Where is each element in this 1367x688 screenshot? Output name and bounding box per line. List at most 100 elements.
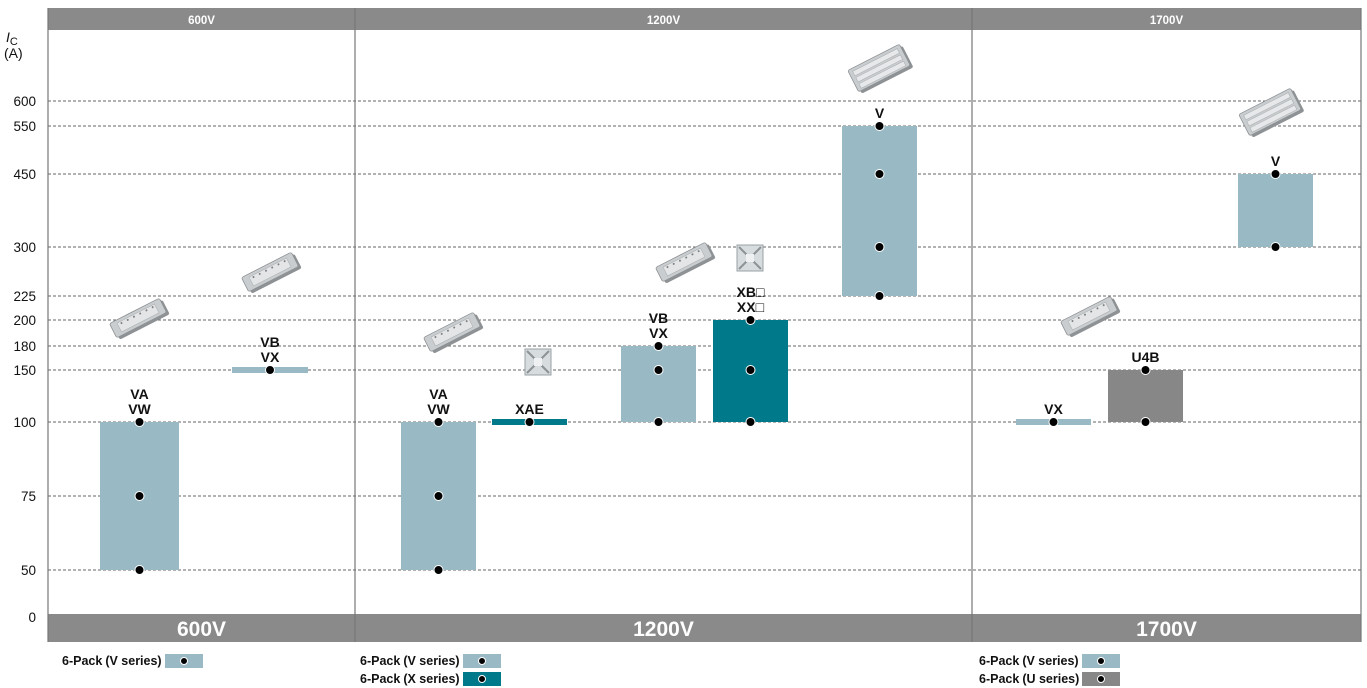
series-label: VX [261,349,280,365]
module-image [1239,87,1305,138]
series-label: VA [429,386,447,402]
series-label: V [875,105,885,121]
legend-dot-icon [478,675,486,683]
y-tick-label: 550 [13,119,36,134]
current-point [875,243,884,252]
legend-600v: 6-Pack (V series) [62,652,203,670]
current-point [1271,170,1280,179]
module-image [848,43,914,94]
current-point [434,418,443,427]
header-voltage-label: 1200V [647,15,681,27]
series-label: U4B [1131,349,1159,365]
legend-label: 6-Pack [979,654,1019,668]
current-point [654,366,663,375]
current-point [875,122,884,131]
header-voltage-label: 600V [188,15,215,27]
current-point [875,292,884,301]
y-tick-label: 450 [13,167,36,182]
range-bar [621,346,696,422]
module-image [423,311,483,354]
series-label: XB□ [737,284,765,300]
current-point [1271,243,1280,252]
legend-series-name: (V series) [1022,654,1078,668]
y-axis-unit: (A) [4,45,23,61]
gridlines [48,101,1361,570]
legend-dot-icon [1097,657,1105,665]
series-label: VX [649,325,668,341]
range-bar [842,126,917,296]
y-tick-label: 150 [13,363,36,378]
module-image [241,251,301,294]
legend-item: 6-Pack (V series) [62,652,203,670]
series-label: VW [427,401,450,417]
y-tick-label: 0 [28,610,36,625]
legend-item: 6-Pack (U series) [979,670,1120,688]
legend-item: 6-Pack (V series) [979,652,1120,670]
module-images [109,43,1304,375]
legend-label: 6-Pack [62,654,102,668]
y-tick-label: 225 [13,289,36,304]
current-point [746,418,755,427]
legend-1700v: 6-Pack (V series) 6-Pack (U series) [979,652,1120,688]
y-tick-label: 300 [13,240,36,255]
header-voltage-label: 1700V [1150,15,1184,27]
series-label: V [1271,153,1281,169]
module-image [1060,295,1120,338]
y-tick-label: 180 [13,339,36,354]
y-tick-label: 100 [13,415,36,430]
legend-dot-icon [1097,675,1105,683]
footer-voltage-label: 1700V [1136,618,1197,641]
current-point [434,492,443,501]
series-label: VX [1044,401,1063,417]
series-label: VW [128,401,151,417]
legend-label: 6-Pack [360,672,400,686]
current-point [746,366,755,375]
legend-swatch [463,654,501,668]
legend-item: 6-Pack (V series) [360,652,501,670]
series-label: VB [260,334,279,350]
current-point [654,342,663,351]
current-point [1141,418,1150,427]
series-label: XX□ [737,299,765,315]
series-label: VB [649,310,668,326]
current-points [135,122,1280,575]
module-image [655,241,715,284]
y-axis: 05075100150180200225300450550600IC(A) [4,29,36,625]
current-point [875,170,884,179]
module-image [109,297,169,340]
current-point [135,418,144,427]
chart-frame: 600V 600V 1200V 1200V 1700V 1700V [48,8,1361,642]
legend-series-name: (V series) [403,654,459,668]
footer-voltage-label: 1200V [633,618,694,641]
y-tick-label: 50 [21,563,36,578]
current-point [434,566,443,575]
y-tick-label: 200 [13,313,36,328]
bars [100,126,1313,570]
footer-voltage-label: 600V [177,618,226,641]
current-point [525,418,534,427]
y-tick-label: 600 [13,94,36,109]
series-label: VA [130,386,148,402]
legend-label: 6-Pack [979,672,1019,686]
current-point [1141,366,1150,375]
legend-item: 6-Pack (X series) [360,670,501,688]
legend-series-name: (X series) [403,672,459,686]
legend-label: 6-Pack [360,654,400,668]
current-point [654,418,663,427]
range-bar [1108,370,1183,422]
legend-series-name: (V series) [105,654,161,668]
series-label: XAE [515,401,544,417]
current-point [135,566,144,575]
current-point [1049,418,1058,427]
legend-1200v: 6-Pack (V series) 6-Pack (X series) [360,652,501,688]
legend-series-name: (U series) [1022,672,1079,686]
legend-swatch [1082,672,1120,686]
legend-dot-icon [478,657,486,665]
current-point [266,366,275,375]
legend-dot-icon [180,657,188,665]
current-point [746,316,755,325]
range-bar [1238,174,1313,247]
legend-swatch [165,654,203,668]
legend-swatch [463,672,501,686]
